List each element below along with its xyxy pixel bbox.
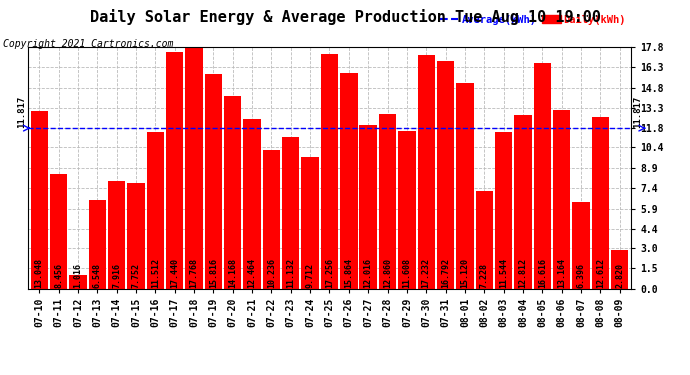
Bar	[456, 83, 473, 289]
Bar	[417, 55, 435, 289]
Bar	[282, 138, 299, 289]
Text: 14.168: 14.168	[228, 258, 237, 288]
Text: 11.817: 11.817	[633, 96, 642, 128]
Text: 12.812: 12.812	[518, 258, 527, 288]
Bar	[340, 73, 357, 289]
Text: 11.817: 11.817	[17, 96, 26, 128]
Legend: Average(kWh), Daily(kWh): Average(kWh), Daily(kWh)	[440, 15, 626, 25]
Bar	[146, 132, 164, 289]
Bar	[572, 202, 590, 289]
Text: 11.132: 11.132	[286, 258, 295, 288]
Text: 12.612: 12.612	[596, 258, 605, 288]
Text: 8.456: 8.456	[54, 262, 63, 288]
Text: 11.544: 11.544	[499, 258, 508, 288]
Bar	[88, 200, 106, 289]
Text: 11.512: 11.512	[151, 258, 160, 288]
Bar	[592, 117, 609, 289]
Text: 7.228: 7.228	[480, 262, 489, 288]
Text: 17.256: 17.256	[325, 258, 334, 288]
Text: 15.816: 15.816	[209, 258, 218, 288]
Text: 6.548: 6.548	[92, 262, 101, 288]
Text: 12.464: 12.464	[248, 258, 257, 288]
Bar	[514, 115, 532, 289]
Bar	[611, 251, 629, 289]
Bar	[69, 275, 87, 289]
Text: 12.016: 12.016	[364, 258, 373, 288]
Text: 13.048: 13.048	[34, 258, 43, 288]
Text: 17.232: 17.232	[422, 258, 431, 288]
Text: 17.440: 17.440	[170, 258, 179, 288]
Text: 7.916: 7.916	[112, 262, 121, 288]
Bar	[244, 119, 261, 289]
Bar	[127, 183, 145, 289]
Bar	[186, 47, 203, 289]
Bar	[205, 74, 222, 289]
Bar	[224, 96, 241, 289]
Text: 9.712: 9.712	[306, 262, 315, 288]
Bar	[108, 181, 126, 289]
Text: 7.752: 7.752	[132, 262, 141, 288]
Text: 17.768: 17.768	[190, 258, 199, 288]
Text: 16.792: 16.792	[441, 258, 450, 288]
Bar	[30, 111, 48, 289]
Bar	[475, 190, 493, 289]
Bar	[437, 61, 454, 289]
Text: 11.608: 11.608	[402, 258, 411, 288]
Bar	[379, 114, 396, 289]
Bar	[359, 126, 377, 289]
Text: 10.236: 10.236	[267, 258, 276, 288]
Bar	[302, 157, 319, 289]
Bar	[398, 131, 415, 289]
Bar	[533, 63, 551, 289]
Text: 12.860: 12.860	[383, 258, 392, 288]
Text: 15.864: 15.864	[344, 258, 353, 288]
Text: Daily Solar Energy & Average Production Tue Aug 10 19:00: Daily Solar Energy & Average Production …	[90, 9, 600, 26]
Bar	[495, 132, 513, 289]
Text: 6.396: 6.396	[577, 262, 586, 288]
Text: 13.164: 13.164	[558, 258, 566, 288]
Bar	[553, 110, 571, 289]
Text: Copyright 2021 Cartronics.com: Copyright 2021 Cartronics.com	[3, 39, 174, 50]
Text: 15.120: 15.120	[460, 258, 469, 288]
Text: 2.820: 2.820	[615, 262, 624, 288]
Bar	[263, 150, 280, 289]
Text: 16.616: 16.616	[538, 258, 547, 288]
Bar	[166, 52, 184, 289]
Bar	[321, 54, 338, 289]
Bar	[50, 174, 67, 289]
Text: 1.016: 1.016	[73, 262, 82, 288]
